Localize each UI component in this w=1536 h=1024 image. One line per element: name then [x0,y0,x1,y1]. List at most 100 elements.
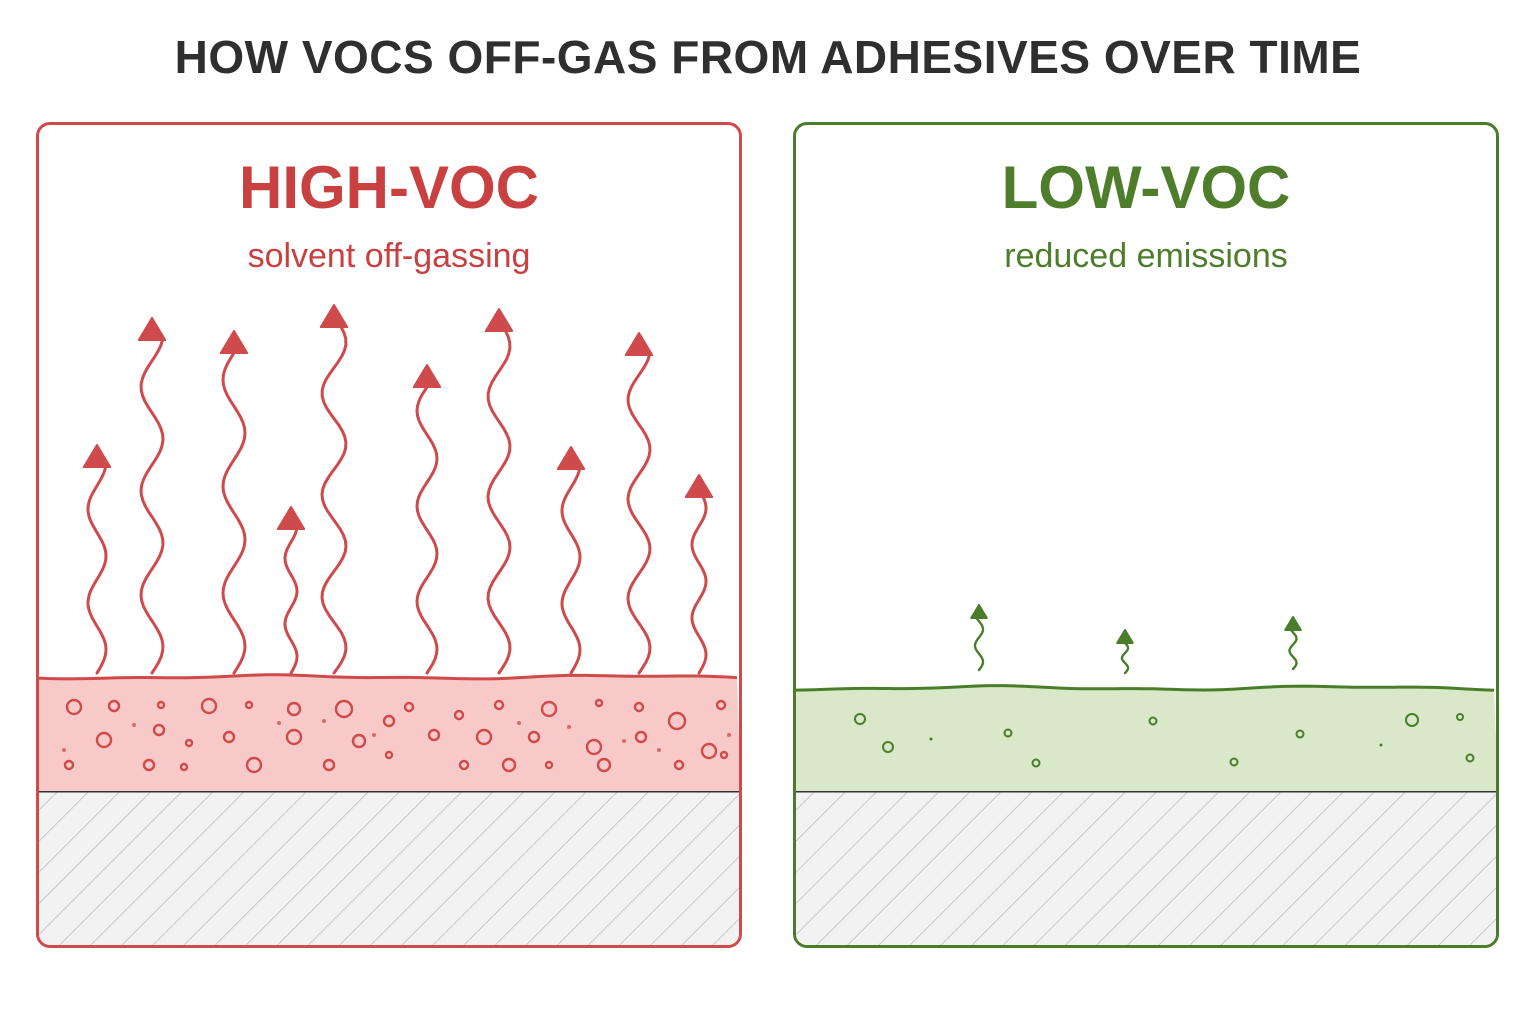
voc-arrow-head [137,317,167,341]
bubble [544,760,554,770]
solvent-bubbles [62,697,731,774]
bubble [634,730,648,744]
bubble [567,725,571,729]
bubble [517,721,521,725]
voc-arrow-stem [1288,628,1298,671]
low-voc-subtitle: reduced emissions [1004,237,1288,275]
bubble [179,762,189,772]
bubble [322,758,336,772]
bubble [493,699,505,711]
bubble [475,728,493,746]
voc-arrow-stem [690,495,708,675]
high-voc-heading: HIGH-VOC [239,154,539,221]
bubble [285,728,303,746]
bubble [107,699,121,713]
bubble [1405,713,1419,727]
bubble [854,713,866,725]
bubble [1379,743,1383,747]
bubble [65,698,83,716]
voc-arrow-head [276,506,306,530]
bubble [62,748,66,752]
bubble [334,699,354,719]
substrate-layer [796,791,1496,945]
bubble [540,700,558,718]
bubble [667,711,687,731]
bubble [351,733,367,749]
bubble [458,759,470,771]
bubble [286,701,302,717]
bubble [501,757,517,773]
diagram-title: HOW VOCS OFF-GAS FROM ADHESIVES OVER TIM… [174,31,1362,83]
low-voc-illustration [796,604,1496,945]
bubble [453,709,465,721]
bubble [1148,716,1158,726]
bubble [382,714,396,728]
voc-arrow-head [1284,616,1302,631]
bubble [156,700,166,710]
voc-arrow-stem [415,385,439,675]
bubble [882,741,894,753]
voc-emission-arrows [970,604,1302,675]
bubble [1456,713,1464,721]
bubble [727,733,731,737]
voc-arrow-head [624,332,654,356]
voc-arrow-head [319,304,349,328]
bubble [657,748,661,752]
voc-arrow-stem [320,325,348,675]
voc-arrow-stem [139,338,165,675]
bubble [700,742,718,760]
voc-arrow-head [684,474,714,498]
voc-arrow-head [1116,629,1134,644]
bubble [585,738,603,756]
bubble [63,759,75,771]
voc-arrow-head [82,444,112,468]
bubble [142,758,156,772]
bubble [152,723,166,737]
bubble [427,728,441,742]
bubble [719,750,729,760]
bubble [673,759,685,771]
bubble [1465,753,1475,763]
adhesive-surface [796,684,1495,692]
bubble [594,698,604,708]
voc-arrow-stem [626,353,652,675]
bubble [277,721,281,725]
high-voc-panel: HIGH-VOC solvent off-gassing [36,122,742,948]
voc-arrow-head [219,330,249,354]
high-voc-illustration [39,304,739,945]
bubble [244,700,254,710]
bubble [132,723,136,727]
bubble [372,733,376,737]
substrate-layer [39,791,739,945]
bubble [596,757,612,773]
high-voc-subtitle: solvent off-gassing [247,237,531,275]
voc-arrow-stem [560,467,582,675]
voc-arrow-stem [486,329,512,675]
adhesive-layer [796,685,1496,791]
voc-arrow-head [412,364,442,388]
bubble [1003,728,1013,738]
voc-arrow-head [484,308,514,332]
voc-arrow-stem [221,351,247,675]
bubble [715,699,727,711]
bubble [929,737,933,741]
voc-arrow-stem [1120,641,1130,675]
bubble [184,738,194,748]
voc-arrow-stem [283,527,299,675]
bubble [222,730,236,744]
bubble [403,701,415,713]
voc-arrow-head [556,446,586,470]
bubble [1031,758,1041,768]
solvent-bubbles [854,713,1475,768]
low-voc-heading: LOW-VOC [1001,154,1291,221]
voc-arrow-stem [973,616,985,672]
bubble [1295,729,1305,739]
bubble [1229,757,1239,767]
adhesive-surface [39,673,738,681]
voc-arrow-head [970,604,988,619]
bubble [633,701,645,713]
bubble [384,750,394,760]
bubble [200,697,218,715]
bubble [245,756,263,774]
voc-emission-arrows [82,304,714,675]
